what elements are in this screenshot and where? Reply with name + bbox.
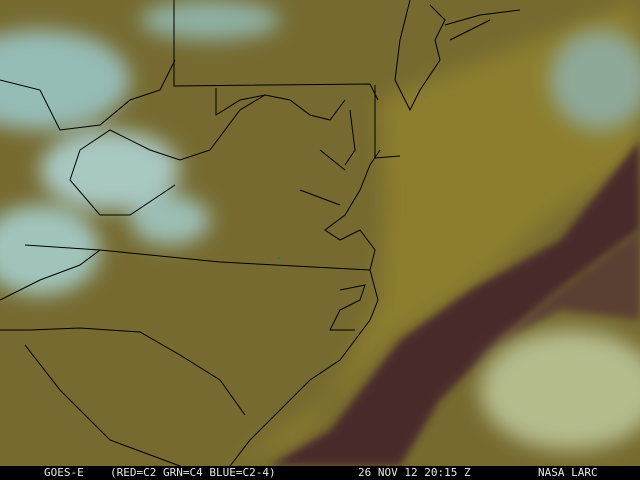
chesapeake-coast xyxy=(324,149,381,271)
md-va-border xyxy=(215,88,346,121)
wv-ohio-border xyxy=(0,59,176,131)
satellite-label: GOES-E xyxy=(44,466,84,479)
va-nc-border xyxy=(24,244,371,271)
pa-southern-border xyxy=(173,0,379,101)
cloud-cover-east xyxy=(480,30,640,450)
satellite-map xyxy=(0,0,640,466)
cloud-cover-west xyxy=(0,0,280,295)
source-label: NASA LARC xyxy=(538,466,598,479)
coastal-water xyxy=(230,0,640,466)
ocean-band xyxy=(470,230,640,380)
atlantic-coastline xyxy=(229,269,379,466)
dark-ocean-band xyxy=(270,140,640,466)
new-jersey xyxy=(394,0,446,112)
channels-label: (RED=C2 GRN=C4 BLUE=C2-4) xyxy=(110,466,276,479)
caption-bar: GOES-E (RED=C2 GRN=C4 BLUE=C2-4) 26 NOV … xyxy=(0,466,640,480)
datetime-label: 26 NOV 12 20:15 Z xyxy=(358,466,471,479)
nc-sc-border xyxy=(0,327,246,416)
state-boundaries xyxy=(0,0,521,466)
marker xyxy=(278,257,280,259)
